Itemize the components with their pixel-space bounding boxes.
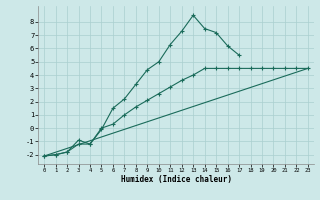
X-axis label: Humidex (Indice chaleur): Humidex (Indice chaleur)	[121, 175, 231, 184]
